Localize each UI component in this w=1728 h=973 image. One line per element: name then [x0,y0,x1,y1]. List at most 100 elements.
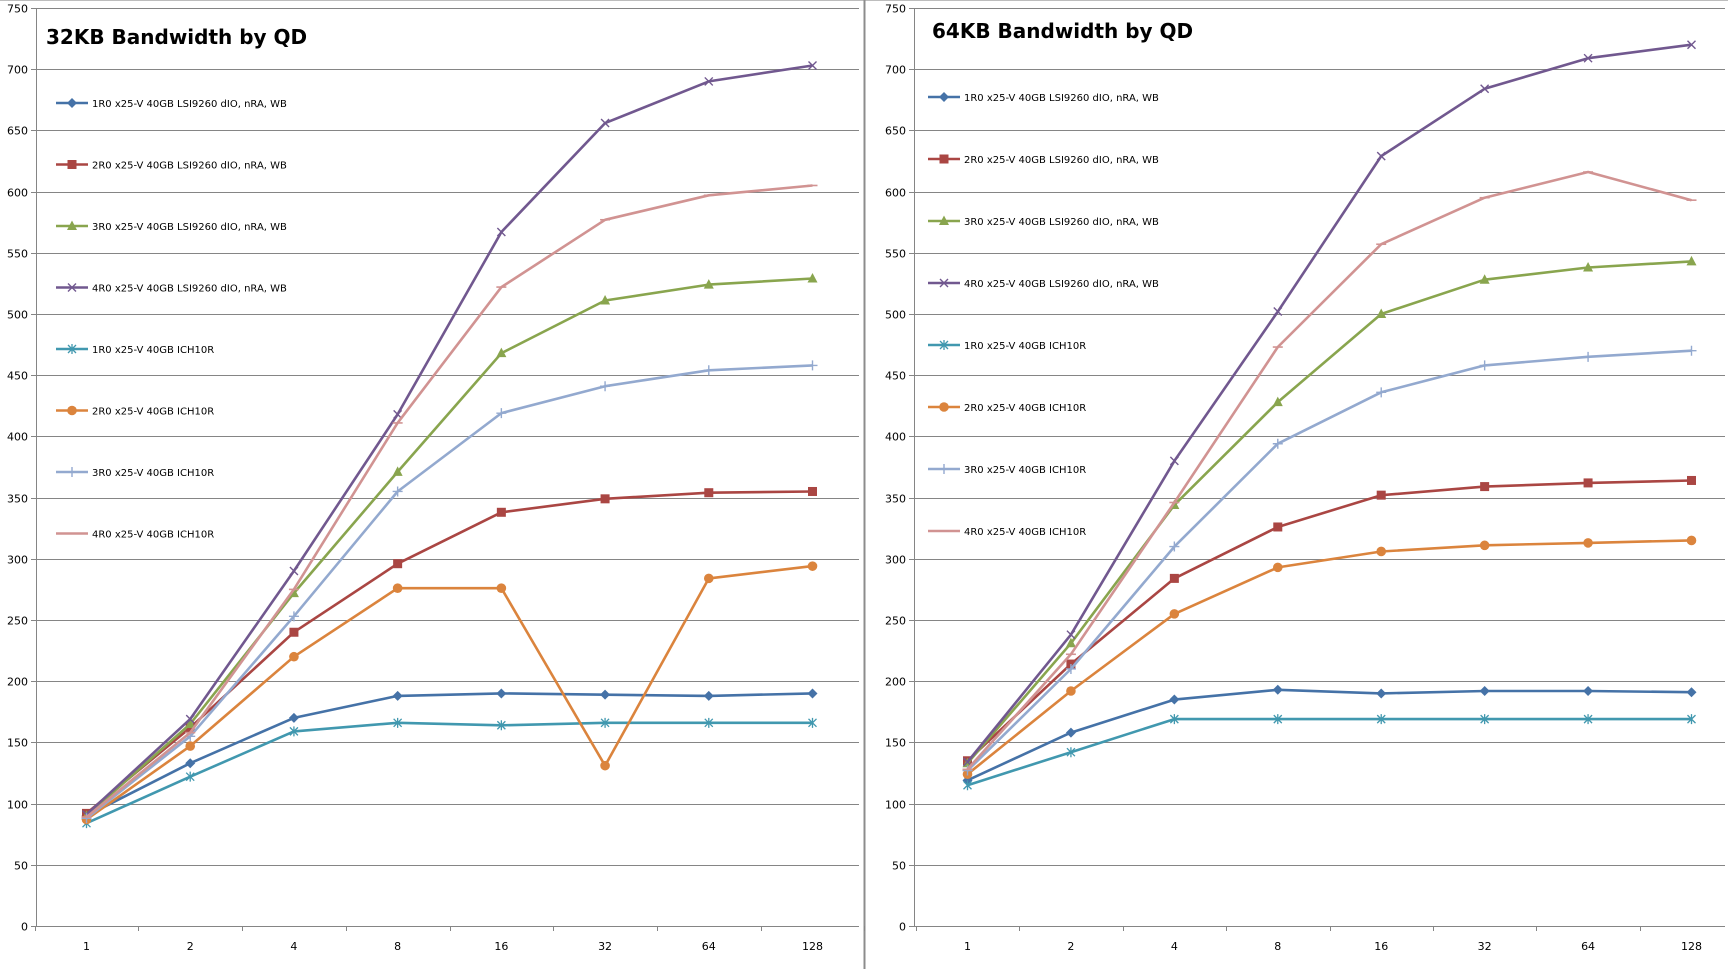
x-tick-label: 128 [802,940,823,953]
series-5 [82,717,817,829]
data-point [600,118,610,128]
data-point [807,561,818,571]
legend-marker [939,340,949,350]
data-point [808,717,817,728]
x-tick-label: 32 [598,940,612,953]
series-line [966,688,1692,782]
y-tick-label: 0 [899,921,906,934]
series-group [962,40,1697,791]
data-point [288,611,299,622]
data-point [289,651,299,662]
y-tick-label: 750 [7,3,28,16]
series-line [85,692,813,817]
data-point [1686,255,1697,266]
legend-item: 2R0 x25-V 40GB LSI9260 dIO, nRA, WB [56,160,287,172]
x-tick-label: 4 [290,940,297,953]
data-point [1583,714,1593,725]
legend-label: 2R0 x25-V 40GB LSI9260 dIO, nRA, WB [964,155,1159,166]
series-line [966,349,1692,772]
data-point [1066,686,1076,696]
legend-label: 3R0 x25-V 40GB LSI9260 dIO, nRA, WB [964,217,1159,228]
series-line [966,539,1692,776]
data-point [1272,396,1283,407]
legend-marker [67,344,77,354]
series-line [85,277,813,817]
data-point [1376,151,1386,161]
y-tick-label: 650 [7,125,28,138]
series-8 [962,170,1697,771]
y-tick-label: 750 [885,3,906,16]
data-point [496,408,507,419]
series-line [85,721,813,825]
data-point [1583,685,1594,696]
data-point [1169,456,1179,466]
y-tick-label: 150 [885,737,906,750]
x-tick-label: 2 [187,940,194,953]
legend-marker [939,215,949,225]
y-tick-label: 400 [7,431,28,444]
x-tick-label: 8 [394,940,401,953]
x-tick-label: 4 [1171,940,1178,953]
data-point [1480,482,1490,492]
data-point [1169,541,1180,552]
data-point [600,494,610,504]
y-tick-label: 500 [885,309,906,322]
legend-item: 3R0 x25-V 40GB LSI9260 dIO, nRA, WB [56,220,287,233]
data-point [185,714,195,724]
data-point [1479,685,1490,696]
data-point [392,486,403,497]
x-tick-label: 128 [1681,940,1702,953]
data-point [1479,540,1490,551]
data-point [1272,438,1283,449]
data-point [1480,714,1490,725]
data-point [600,295,611,305]
gridlines [914,8,1725,866]
series-1 [81,688,818,821]
legend-marker [67,98,77,108]
x-tick-label: 16 [1374,940,1388,953]
data-point [1687,40,1696,50]
series-group [81,61,818,829]
data-point [1687,475,1696,485]
data-point [600,381,611,392]
legend-label: 4R0 x25-V 40GB LSI9260 dIO, nRA, WB [92,284,287,295]
legend-item: 2R0 x25-V 40GB ICH10R [56,405,214,418]
legend-label: 1R0 x25-V 40GB LSI9260 dIO, nRA, WB [92,99,287,110]
legend-label: 2R0 x25-V 40GB LSI9260 dIO, nRA, WB [92,161,287,172]
data-point [288,712,299,723]
y-tick-label: 600 [885,187,906,200]
data-point [1273,714,1283,725]
data-point [289,566,299,576]
y-tick-label: 600 [7,187,28,200]
data-point [1169,714,1179,725]
data-point [185,758,196,769]
data-point [963,780,972,791]
data-point [1066,747,1076,758]
data-point [1273,522,1283,532]
x-tick-label: 1 [83,940,90,953]
data-point [1065,727,1076,738]
legend-marker [67,220,77,230]
legend-item: 1R0 x25-V 40GB LSI9260 dIO, nRA, WB [928,92,1159,104]
chart-64kb: 64KB Bandwidth by QD 0 50 100 150 200 250 300 3… [885,3,1725,953]
y-tick-label: 100 [7,799,28,812]
legend-marker [67,160,77,169]
data-point [1583,351,1594,362]
data-point [392,466,403,476]
data-point [1376,490,1386,500]
chart-title: 64KB Bandwidth by QD [932,19,1193,43]
legend-marker [67,405,77,416]
data-point [600,760,610,771]
legend-item: 4R0 x25-V 40GB LSI9260 dIO, nRA, WB [56,283,287,295]
chart-title: 32KB Bandwidth by QD [46,25,307,49]
data-point [1583,53,1593,63]
legend-item: 4R0 x25-V 40GB ICH10R [56,530,214,541]
data-point [1686,345,1697,356]
legend: 1R0 x25-V 40GB LSI9260 dIO, nRA, WB 2R0 x… [928,92,1159,538]
legend-label: 2R0 x25-V 40GB ICH10R [964,403,1086,414]
data-point [962,765,973,776]
y-tick-label: 350 [885,493,906,506]
y-tick-label: 700 [7,64,28,77]
